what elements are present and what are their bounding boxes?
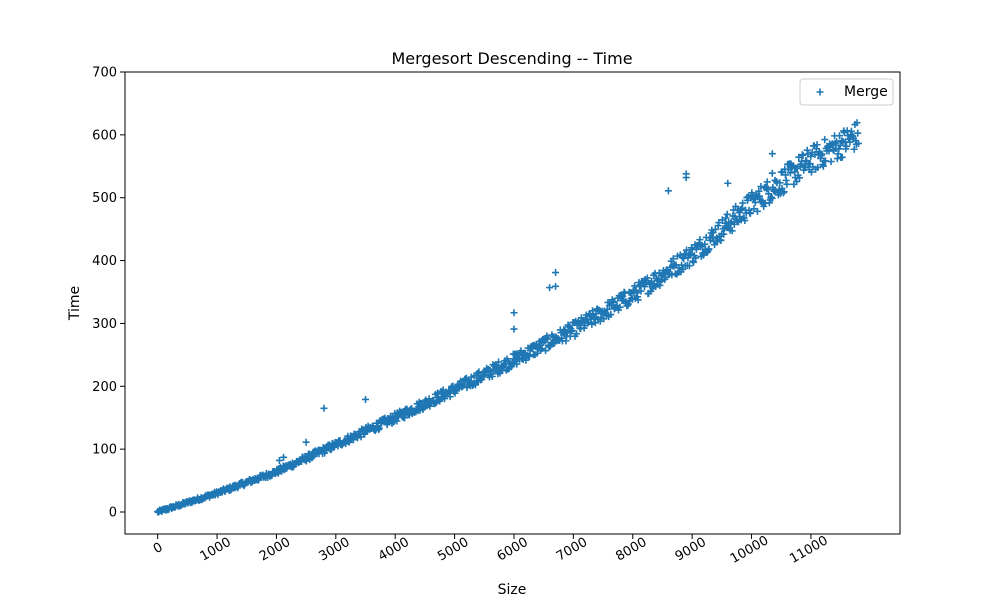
x-axis-label: Size	[498, 582, 527, 598]
y-tick-label: 400	[92, 254, 117, 269]
y-tick-label: 100	[92, 443, 117, 458]
y-tick-label: 500	[92, 191, 117, 206]
y-tick-label: 300	[92, 317, 117, 332]
y-tick-label: 0	[109, 506, 117, 521]
legend-label-merge: Merge	[844, 84, 888, 100]
y-tick-label: 600	[92, 128, 117, 143]
y-axis-label: Time	[67, 286, 83, 321]
chart-title: Mergesort Descending -- Time	[391, 49, 632, 68]
legend: Merge	[800, 79, 893, 105]
y-tick-label: 700	[92, 66, 117, 81]
y-tick-label: 200	[92, 380, 117, 395]
